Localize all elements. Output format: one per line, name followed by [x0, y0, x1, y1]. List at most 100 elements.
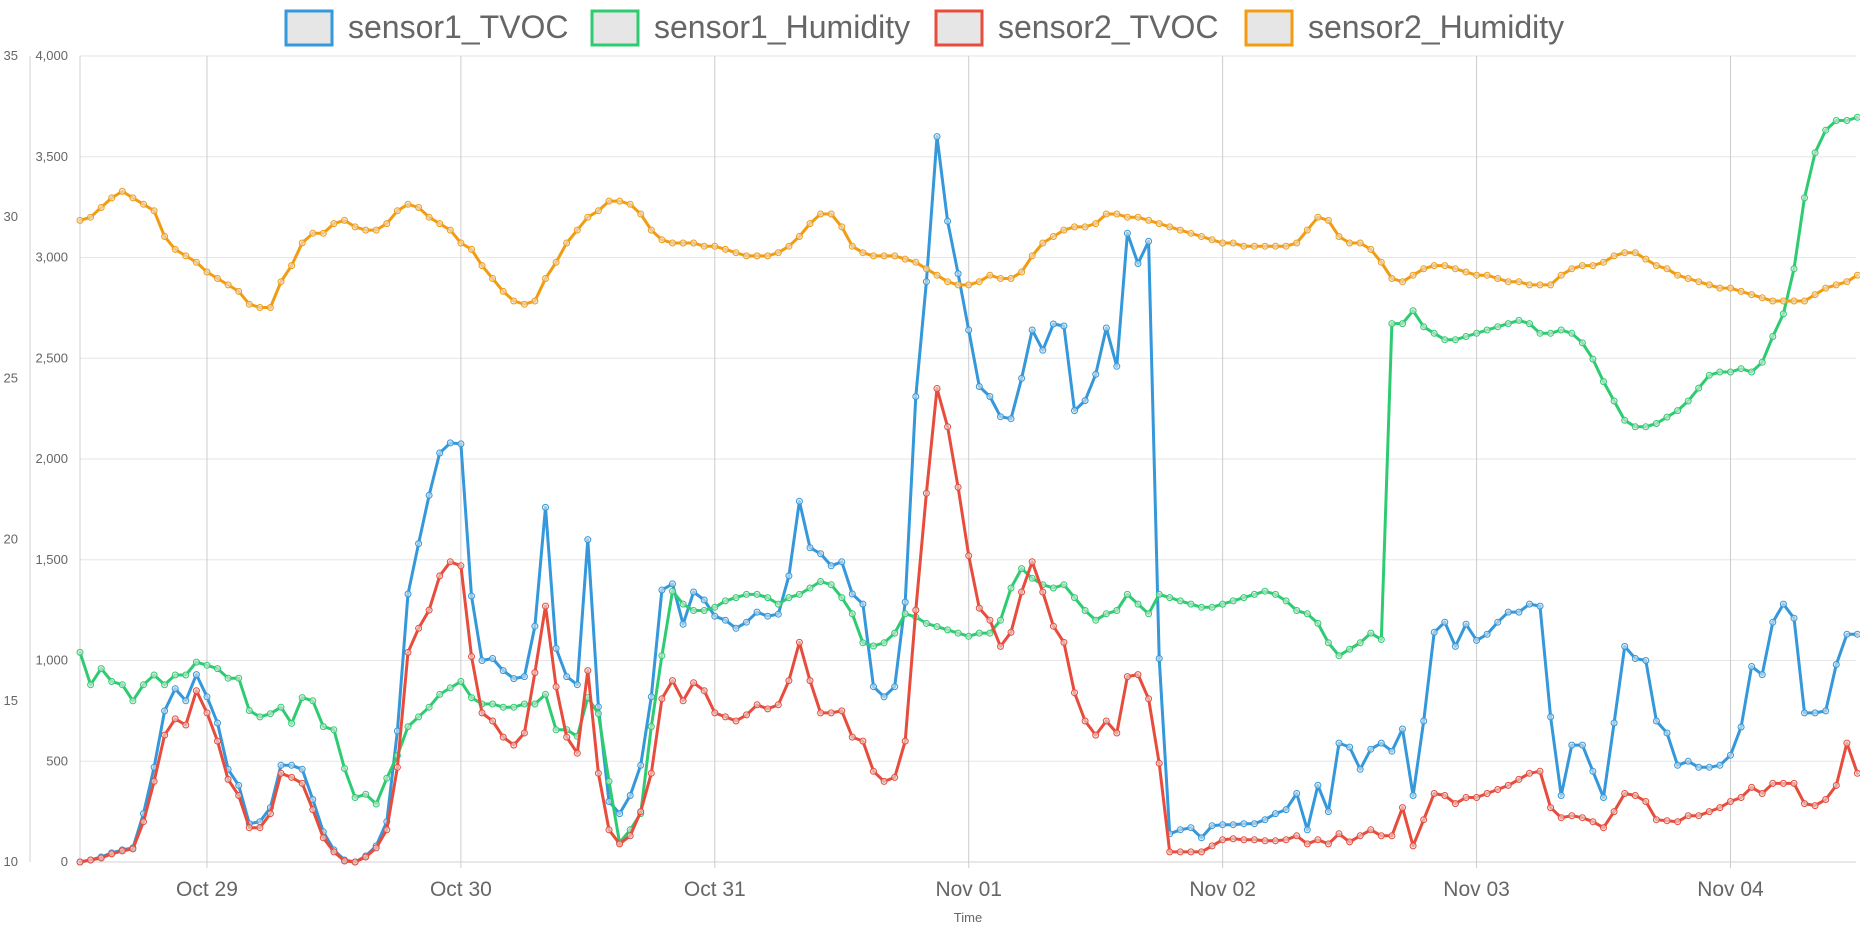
data-point [795, 638, 803, 646]
data-point [446, 558, 454, 566]
data-point [1176, 848, 1184, 856]
legend-item-sensor2_TVOC[interactable]: sensor2_TVOC [934, 9, 1219, 47]
data-point [1176, 226, 1184, 234]
data-point [129, 845, 137, 853]
data-point [626, 792, 634, 799]
data-point [743, 590, 750, 598]
data-point [1113, 729, 1121, 737]
data-point [150, 777, 158, 785]
data-point [764, 252, 772, 260]
data-point [1229, 239, 1237, 247]
data-point [1071, 407, 1078, 415]
data-point [1621, 642, 1629, 650]
data-point [1832, 117, 1840, 124]
data-point [489, 700, 497, 708]
data-point [1758, 671, 1766, 679]
data-point [288, 262, 296, 270]
data-point [1515, 608, 1523, 616]
data-point [478, 657, 486, 664]
data-point [436, 572, 444, 580]
data-point [1282, 597, 1290, 605]
data-point [351, 223, 359, 231]
data-point [277, 761, 285, 769]
data-point [658, 236, 666, 244]
data-point [817, 550, 825, 558]
data-point [1578, 339, 1586, 347]
data-point [795, 233, 803, 240]
data-point [891, 252, 899, 260]
data-point [425, 606, 433, 614]
data-point [997, 413, 1004, 421]
data-point [1748, 291, 1756, 299]
data-point [1198, 603, 1205, 611]
data-point [1250, 820, 1258, 828]
data-point [795, 497, 803, 505]
data-point [542, 503, 549, 511]
data-point [415, 204, 423, 211]
data-point [1716, 804, 1724, 812]
data-point [753, 701, 761, 709]
data-point [118, 187, 126, 195]
data-point [118, 847, 126, 855]
data-point [214, 737, 221, 745]
data-point [309, 229, 317, 237]
data-point [362, 853, 370, 861]
data-point [1134, 671, 1142, 679]
data-point [1272, 242, 1279, 250]
data-point [256, 713, 264, 721]
data-point [1377, 636, 1385, 643]
data-point [690, 607, 698, 614]
x-tick-label: Nov 02 [1189, 878, 1256, 901]
data-point [1589, 818, 1597, 826]
data-point [584, 536, 592, 544]
data-point [1441, 618, 1449, 626]
data-point [933, 271, 941, 279]
data-point [870, 252, 877, 260]
data-point [1335, 739, 1343, 747]
legend-item-sensor2_Humidity[interactable]: sensor2_Humidity [1244, 9, 1564, 47]
data-point [933, 385, 941, 392]
data-point [912, 606, 920, 614]
data-point [1049, 320, 1057, 328]
data-point [531, 700, 539, 708]
data-point [1113, 607, 1121, 614]
data-point [1515, 278, 1523, 286]
data-point [425, 213, 433, 221]
data-point [1441, 262, 1449, 270]
data-point [1727, 751, 1734, 759]
data-point [700, 687, 708, 695]
y-tick-label-tvoc: 500 [46, 753, 68, 768]
data-point [1705, 763, 1713, 771]
data-point [415, 713, 423, 721]
data-point [1684, 397, 1692, 405]
data-point [140, 200, 147, 208]
data-point [1473, 636, 1481, 644]
data-point [468, 245, 475, 253]
data-point [891, 773, 899, 781]
data-point [1473, 794, 1481, 801]
data-point [891, 683, 899, 691]
data-point [1007, 275, 1015, 282]
data-point [944, 278, 952, 286]
data-point [1430, 628, 1438, 636]
data-point [616, 840, 624, 848]
data-point [669, 239, 676, 247]
data-point [1018, 565, 1026, 573]
data-point [721, 597, 729, 605]
data-point [277, 278, 285, 286]
data-point [1652, 816, 1660, 824]
data-point [235, 792, 243, 799]
data-point [1134, 213, 1142, 221]
data-point [1748, 368, 1756, 376]
data-point [690, 679, 698, 687]
data-point [341, 216, 348, 224]
data-point [1822, 126, 1830, 134]
data-point [1462, 620, 1470, 628]
legend-item-sensor1_Humidity[interactable]: sensor1_Humidity [590, 9, 910, 47]
data-point [1568, 812, 1576, 820]
data-point [1610, 397, 1618, 405]
data-point [510, 675, 518, 683]
legend-item-sensor1_TVOC[interactable]: sensor1_TVOC [284, 9, 569, 47]
data-point [880, 777, 888, 785]
